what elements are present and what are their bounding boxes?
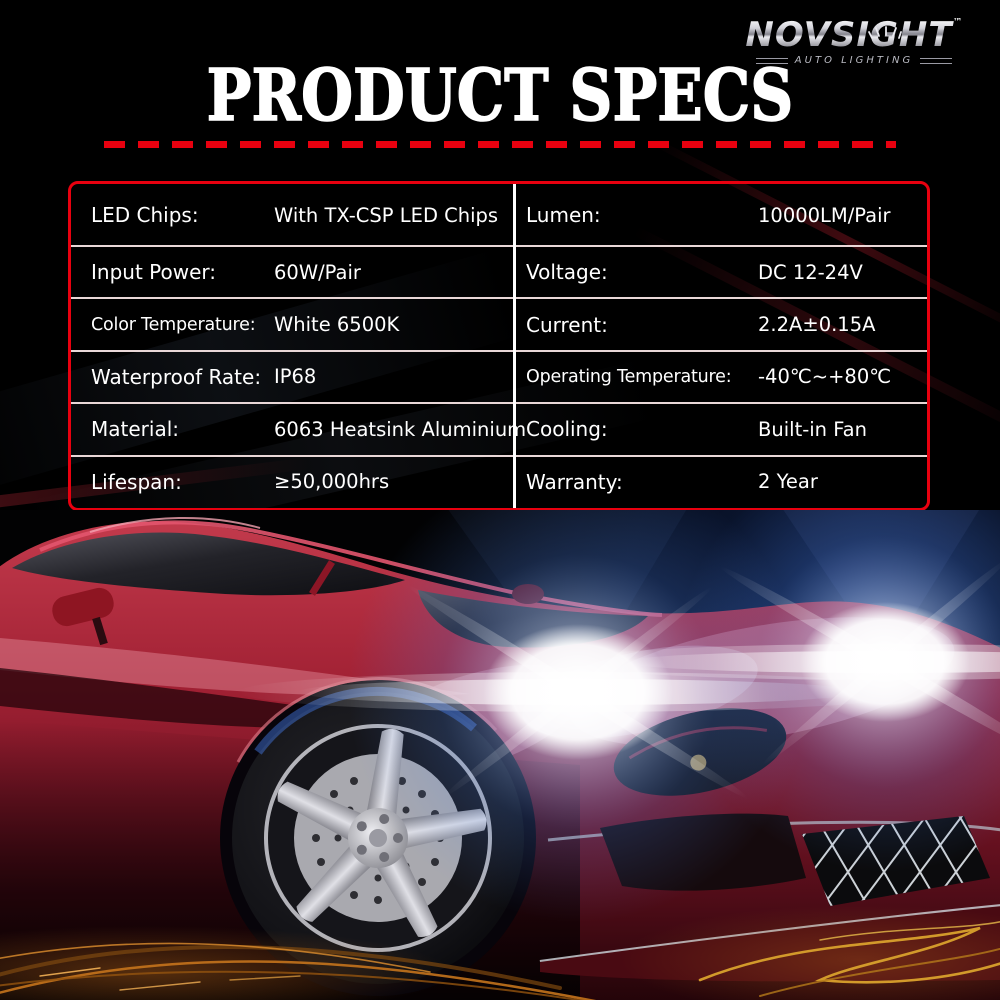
spec-row: Color Temperature: White 6500K xyxy=(71,298,526,350)
brand-tagline: AUTO LIGHTING xyxy=(744,55,964,66)
spec-value: 10000LM/Pair xyxy=(758,203,891,227)
flame-trails-right xyxy=(620,905,1000,1000)
spec-value: DC 12-24V xyxy=(758,260,863,284)
car-scene xyxy=(0,510,1000,1000)
spec-row: Lumen: 10000LM/Pair xyxy=(516,184,927,246)
spec-value: With TX-CSP LED Chips xyxy=(274,203,499,227)
row-divider xyxy=(71,455,927,457)
spec-label: Voltage: xyxy=(526,260,608,285)
tagline-rule-left xyxy=(755,57,788,64)
side-mirror xyxy=(52,587,114,646)
light-rays-icon xyxy=(868,26,902,39)
spec-table: LED Chips: With TX-CSP LED Chips Input Po… xyxy=(68,181,930,511)
spec-label: Operating Temperature: xyxy=(526,366,732,387)
spec-label: Lifespan: xyxy=(91,469,182,494)
tagline-rule-right xyxy=(920,57,953,64)
brand-logo: NOVSIGHT™ AUTO LIGHTING xyxy=(744,18,964,66)
spec-value: -40℃~+80℃ xyxy=(758,365,892,389)
spec-column-right: Lumen: 10000LM/Pair Voltage: DC 12-24V Cur… xyxy=(516,184,927,508)
light-trails-left xyxy=(0,926,597,1000)
headlight-glow-right xyxy=(565,510,1000,872)
spec-value: IP68 xyxy=(274,365,317,389)
spec-row: Current: 2.2A±0.15A xyxy=(516,298,927,350)
headlight-glow-left xyxy=(238,510,918,922)
spec-value: 2.2A±0.15A xyxy=(758,313,876,337)
spec-value: 2 Year xyxy=(758,470,818,494)
spec-label: Current: xyxy=(526,312,608,337)
roof-glint xyxy=(89,517,261,533)
center-cap xyxy=(369,829,387,847)
spec-value: ≥50,000hrs xyxy=(274,470,390,494)
b-pillar xyxy=(309,560,335,596)
spec-row: Material: 6063 Heatsink Aluminium xyxy=(71,403,526,455)
spec-value: 6063 Heatsink Aluminium xyxy=(274,417,527,441)
row-divider xyxy=(71,350,927,352)
spec-label: Color Temperature: xyxy=(91,314,256,335)
spec-label: Waterproof Rate: xyxy=(91,364,262,389)
spec-row: LED Chips: With TX-CSP LED Chips xyxy=(71,184,526,246)
row-divider xyxy=(71,297,927,299)
brand-name: NOVSIGHT™ xyxy=(745,15,963,55)
dashed-divider xyxy=(104,141,896,148)
spec-label: Material: xyxy=(91,417,179,442)
spec-row: Warranty: 2 Year xyxy=(516,456,927,508)
trademark-mark: ™ xyxy=(952,17,963,28)
column-divider xyxy=(513,184,516,508)
spec-label: Cooling: xyxy=(526,417,608,442)
spec-label: LED Chips: xyxy=(91,203,199,227)
spec-label: Input Power: xyxy=(91,260,216,285)
tagline-text: AUTO LIGHTING xyxy=(794,55,914,66)
spec-row: Input Power: 60W/Pair xyxy=(71,246,526,298)
spec-value: 60W/Pair xyxy=(274,260,361,284)
spec-column-left: LED Chips: With TX-CSP LED Chips Input Po… xyxy=(71,184,526,508)
spec-row: Lifespan: ≥50,000hrs xyxy=(71,456,526,508)
spec-row: Operating Temperature: -40℃~+80℃ xyxy=(516,351,927,403)
page-title: PRODUCT SPECS xyxy=(206,53,794,137)
spec-row: Waterproof Rate: IP68 xyxy=(71,351,526,403)
side-window xyxy=(12,532,405,596)
spec-value: Built-in Fan xyxy=(758,417,867,441)
row-divider xyxy=(71,402,927,404)
spec-value: White 6500K xyxy=(274,313,400,337)
spec-label: Lumen: xyxy=(526,203,601,227)
spec-row: Voltage: DC 12-24V xyxy=(516,246,927,298)
spec-label: Warranty: xyxy=(526,469,623,494)
row-divider xyxy=(71,245,927,247)
spec-row: Cooling: Built-in Fan xyxy=(516,403,927,455)
